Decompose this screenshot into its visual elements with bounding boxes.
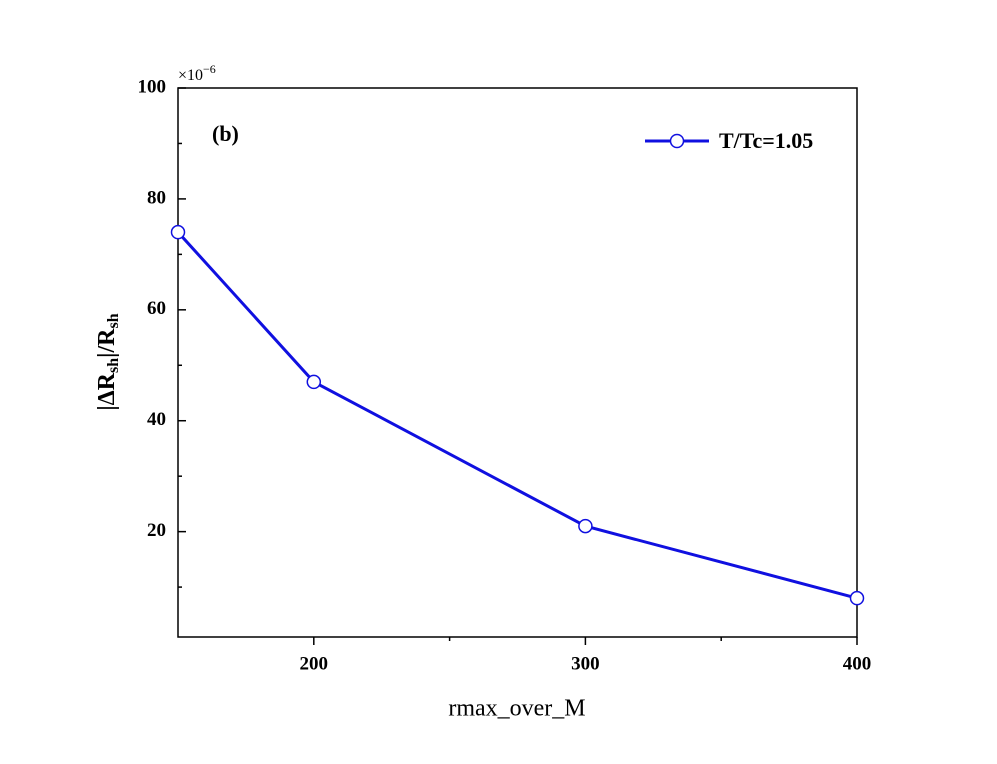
y-label-part: |ΔR bbox=[94, 372, 120, 410]
annotation: (b) bbox=[212, 121, 239, 146]
y-tick-label: 40 bbox=[147, 409, 166, 430]
plot-frame bbox=[177, 87, 858, 638]
x-tick-label: 200 bbox=[300, 653, 329, 674]
multiplier-exp: −6 bbox=[203, 62, 216, 76]
y-tick-label: 20 bbox=[147, 520, 166, 541]
point bbox=[578, 518, 593, 534]
y-tick-label: 100 bbox=[138, 76, 167, 97]
point bbox=[306, 374, 322, 390]
series-line bbox=[176, 231, 858, 600]
x-tick-label: 400 bbox=[843, 653, 872, 674]
point bbox=[849, 590, 865, 606]
legend-marker bbox=[669, 133, 685, 149]
legend-label: T/Tc=1.05 bbox=[719, 128, 813, 153]
y-multiplier: ×10−6 bbox=[178, 62, 216, 84]
y-axis-label: |ΔRsh|/Rsh bbox=[94, 313, 122, 410]
multiplier-base: ×10 bbox=[178, 67, 203, 84]
y-label-part: sh bbox=[105, 358, 122, 373]
x-tick-label: 300 bbox=[571, 653, 600, 674]
x-axis-label: rmax_over_M bbox=[448, 696, 585, 722]
y-tick-label: 80 bbox=[147, 187, 166, 208]
y-label-part: sh bbox=[105, 313, 122, 328]
y-tick-label: 60 bbox=[147, 298, 166, 319]
point bbox=[170, 224, 186, 240]
y-label-part: |/R bbox=[94, 328, 120, 358]
